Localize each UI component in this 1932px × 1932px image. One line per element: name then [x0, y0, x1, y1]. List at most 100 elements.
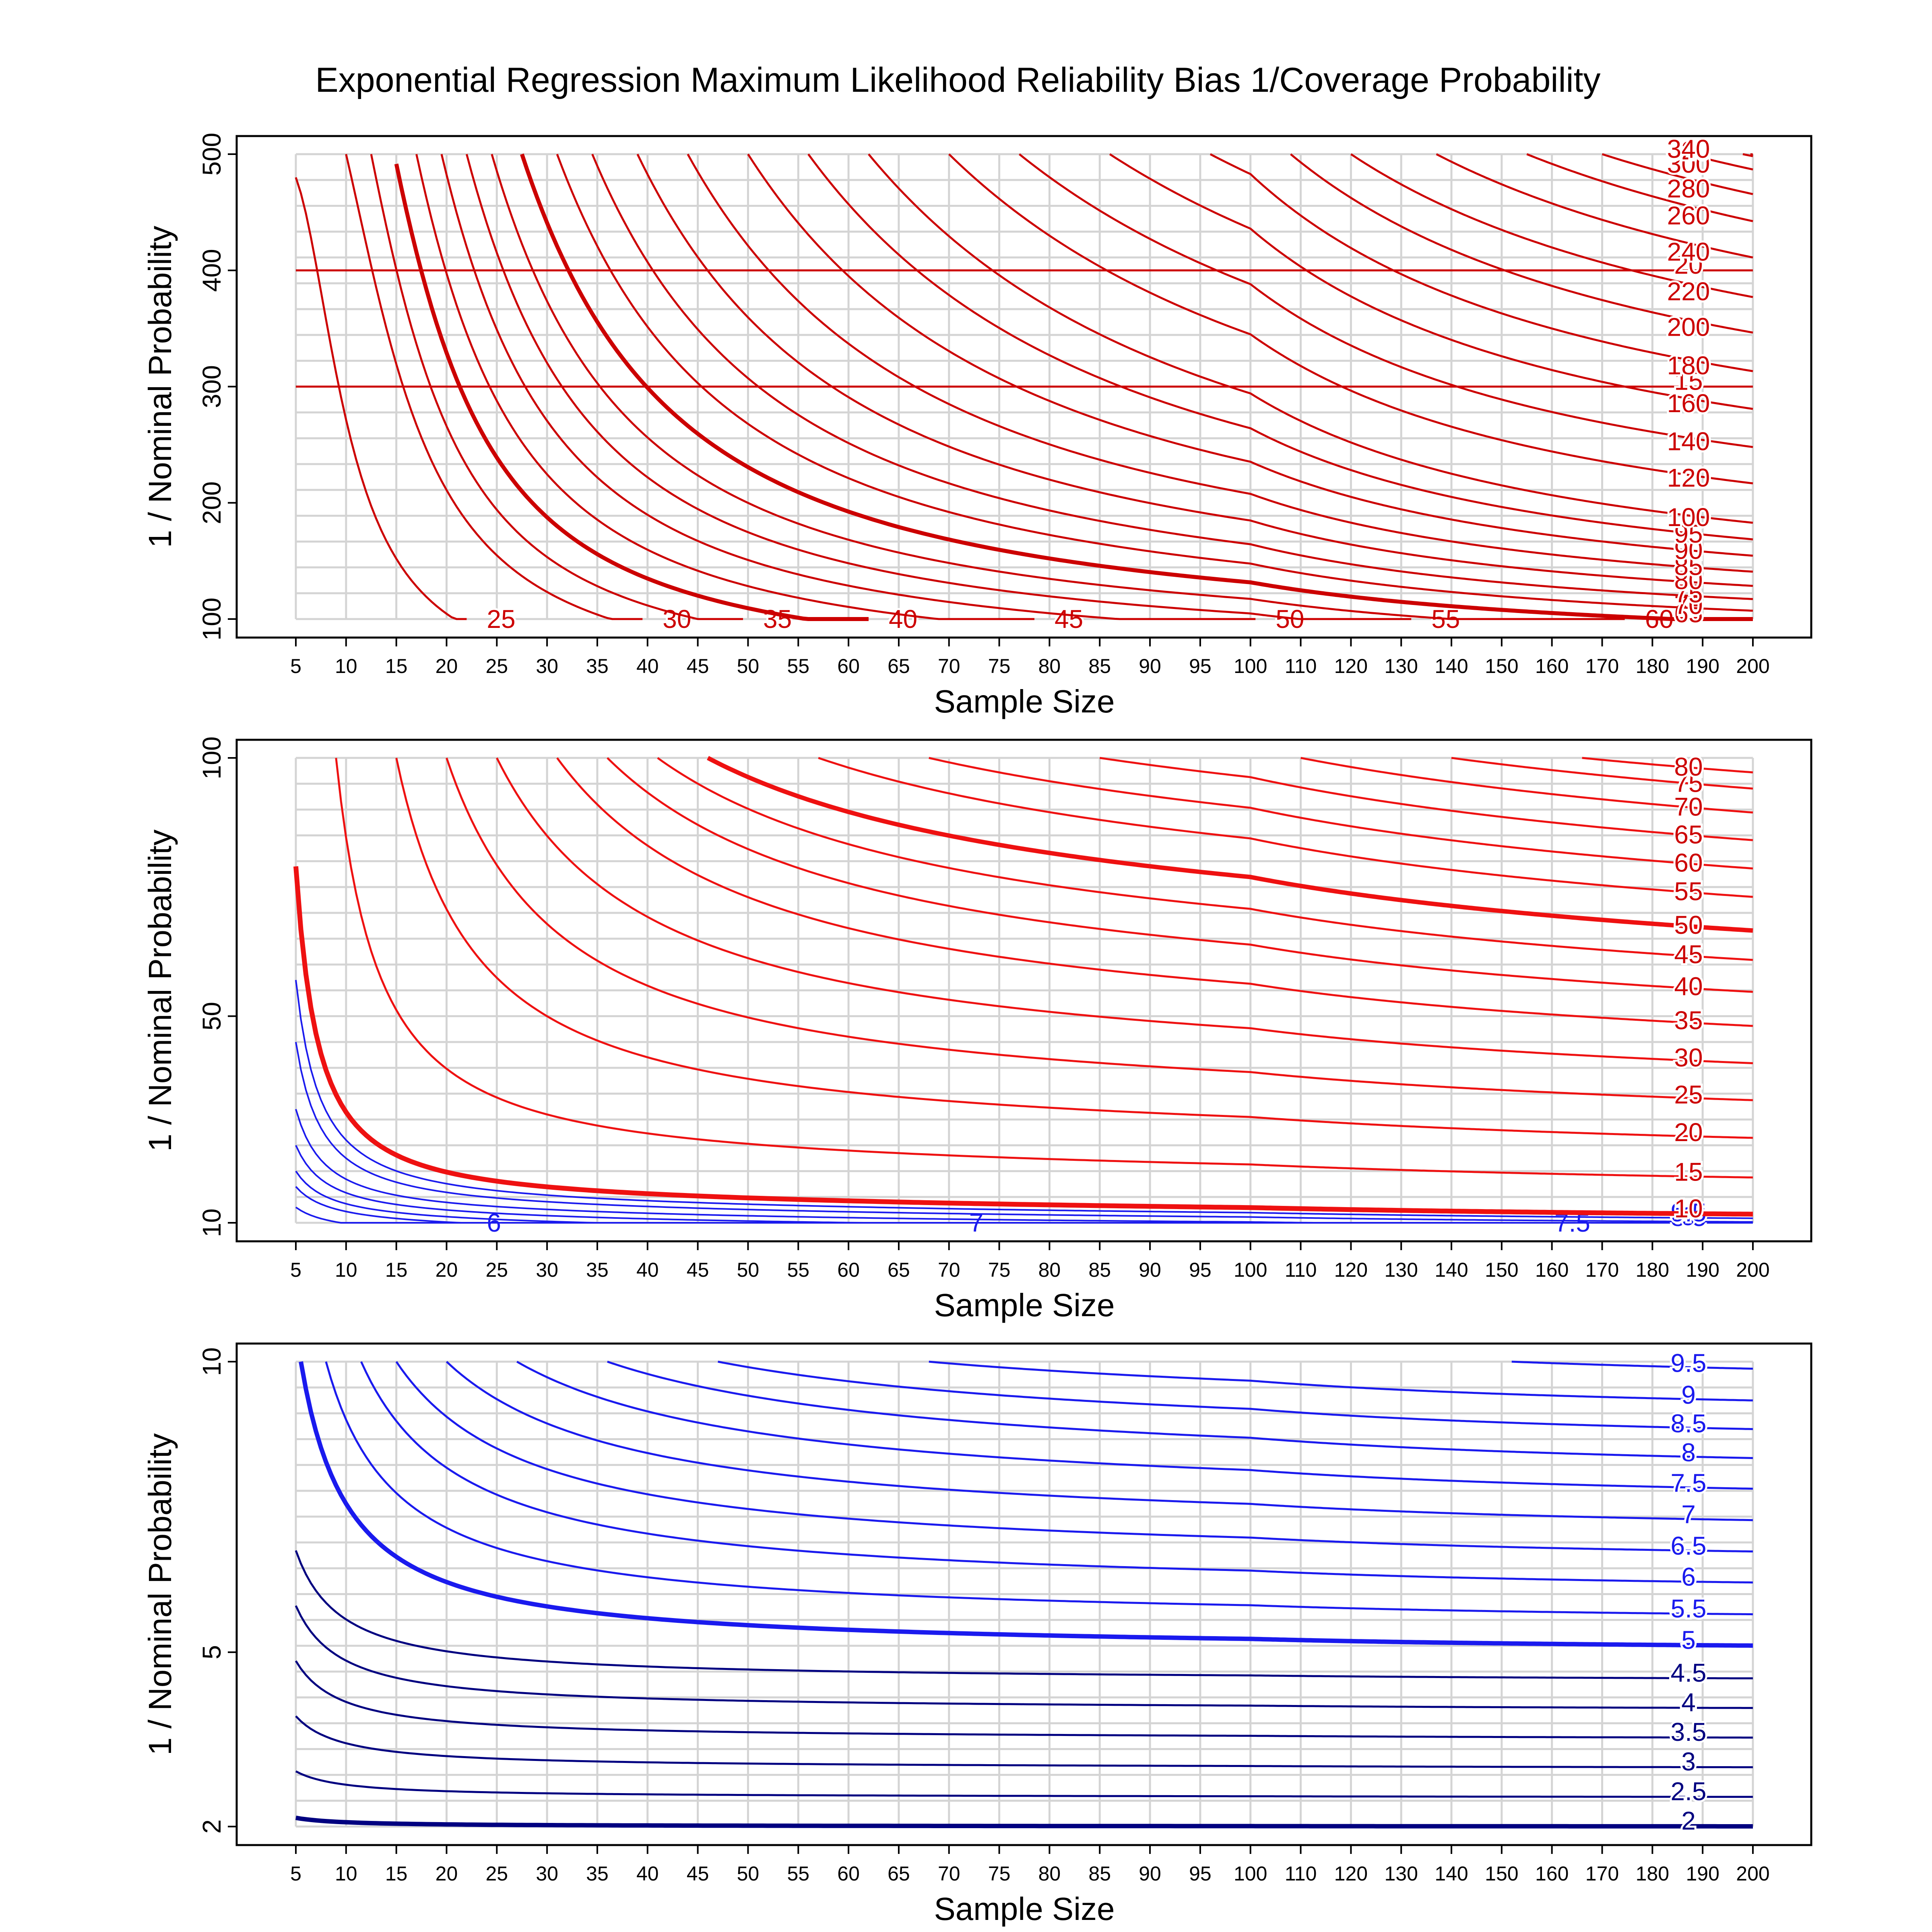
contour-label: 40 — [1674, 972, 1703, 1001]
contour-line-340 — [1750, 153, 1753, 156]
contour-label: 120 — [1667, 463, 1710, 492]
x-tick-label: 85 — [1088, 1862, 1111, 1885]
contour-label: 3 — [1681, 1747, 1696, 1776]
contour-label: 9 — [1681, 1202, 1696, 1231]
x-tick-label: 80 — [1038, 655, 1061, 677]
contour-label: 280 — [1667, 174, 1710, 203]
contour-label: 65 — [1674, 820, 1703, 849]
contour-label: 25 — [487, 605, 515, 634]
contour-line-65 — [520, 153, 1753, 621]
x-tick-label: 45 — [687, 1862, 709, 1885]
contour-line-50 — [707, 756, 1753, 933]
x-tick-label: 15 — [385, 1862, 408, 1885]
x-tick-label: 190 — [1686, 655, 1719, 677]
contour-line-6 — [295, 1206, 467, 1224]
contour-line-200 — [1290, 153, 1753, 334]
contour-label: 8.5 — [1671, 1409, 1707, 1438]
contour-line-70 — [556, 154, 1753, 612]
x-tick-label: 90 — [1139, 1862, 1161, 1885]
contour-label: 5 — [1681, 1625, 1696, 1654]
contour-label: 160 — [1667, 389, 1710, 418]
contour-line-9 — [295, 1042, 1753, 1223]
x-tick-label: 10 — [335, 1862, 357, 1885]
y-tick-label: 5 — [197, 1645, 226, 1660]
contour-label: 15 — [1674, 1157, 1703, 1186]
x-tick-label: 120 — [1334, 1259, 1368, 1281]
panel-2: 6 7 7.5 88.599.5101520253035404550556065707… — [142, 737, 1812, 1323]
contour-label: 40 — [889, 605, 917, 634]
x-tick-label: 100 — [1234, 1862, 1267, 1885]
contour-label: 4.5 — [1671, 1658, 1707, 1687]
x-tick-label: 160 — [1535, 1259, 1569, 1281]
contour-label: 340 — [1667, 134, 1710, 163]
panel-2-x-axis-title: Sample Size — [934, 1287, 1115, 1323]
contour-label: 2 — [1681, 1806, 1696, 1835]
contour-line-6-5 — [395, 1361, 1753, 1552]
y-tick-label: 500 — [197, 133, 226, 176]
contour-label: 15 — [1674, 367, 1703, 396]
x-tick-label: 180 — [1636, 1259, 1669, 1281]
panel-3: 22.533.544.555.566.577.588.599.5 5 10 15 20… — [142, 1342, 1812, 1927]
x-tick-label: 120 — [1334, 655, 1368, 677]
x-tick-label: 95 — [1189, 1862, 1212, 1885]
contour-label: 2.5 — [1671, 1777, 1707, 1806]
x-tick-label: 80 — [1038, 1259, 1061, 1281]
x-tick-label: 30 — [536, 1259, 558, 1281]
x-tick-label: 60 — [837, 1259, 860, 1281]
contour-label: 3.5 — [1671, 1717, 1707, 1746]
x-tick-label: 95 — [1189, 655, 1212, 677]
contour-label: 55 — [1674, 877, 1703, 906]
x-tick-label: 190 — [1686, 1259, 1719, 1281]
panel-2-y-axis-title: 1 / Nominal Probability — [142, 830, 178, 1152]
contour-label: 80 — [1674, 752, 1703, 781]
contour-line-60 — [491, 154, 1625, 620]
x-tick-label: 85 — [1088, 655, 1111, 677]
figure-title: Exponential Regression Maximum Likelihoo… — [315, 61, 1600, 99]
contour-line-8-5 — [718, 1360, 1753, 1430]
contour-line-45 — [415, 154, 1034, 620]
x-tick-label: 10 — [335, 1259, 357, 1281]
contour-label: 75 — [1674, 768, 1703, 797]
x-tick-label: 50 — [737, 1259, 760, 1281]
y-tick-label: 400 — [197, 249, 226, 292]
x-tick-label: 10 — [335, 655, 357, 677]
x-tick-label: 5 — [290, 655, 301, 677]
x-tick-label: 40 — [636, 655, 659, 677]
contour-line-40 — [607, 757, 1753, 993]
x-tick-label: 75 — [988, 655, 1011, 677]
x-tick-label: 65 — [888, 655, 910, 677]
y-tick-label: 100 — [197, 737, 226, 780]
x-tick-label: 150 — [1485, 655, 1518, 677]
contour-line-6 — [360, 1361, 1753, 1584]
x-tick-label: 25 — [485, 1862, 508, 1885]
panel-2-x-ticks: 5 10 15 20 25 30 35 40 45 50 55 60 65 70 75 80 85 90 95 100… — [290, 1241, 1770, 1281]
contour-line-35 — [556, 757, 1753, 1027]
contour-line-25 — [446, 758, 1753, 1101]
contour-line-7 — [446, 1361, 1753, 1521]
x-tick-label: 100 — [1234, 1259, 1267, 1281]
contour-label: 5.5 — [1671, 1594, 1707, 1623]
x-tick-label: 90 — [1139, 1259, 1161, 1281]
panel-1-x-ticks: 5 10 15 20 25 30 35 40 45 50 55 60 65 70 75 80 85 90 95 100… — [290, 638, 1770, 677]
contour-label: 45 — [1055, 605, 1083, 634]
contour-line-55 — [818, 757, 1753, 898]
x-tick-label: 45 — [687, 1259, 709, 1281]
x-tick-label: 130 — [1384, 1259, 1418, 1281]
panel-2-grid — [295, 757, 1754, 1224]
x-tick-label: 45 — [687, 655, 709, 677]
x-tick-label: 200 — [1736, 655, 1769, 677]
contour-label: 300 — [1667, 149, 1710, 178]
x-tick-label: 20 — [436, 1862, 458, 1885]
x-tick-label: 160 — [1535, 1862, 1569, 1885]
x-tick-label: 15 — [385, 1259, 408, 1281]
x-tick-label: 40 — [636, 1259, 659, 1281]
contour-line-55 — [465, 154, 1412, 620]
x-tick-label: 40 — [636, 1862, 659, 1885]
x-tick-label: 170 — [1585, 1259, 1619, 1281]
x-tick-label: 140 — [1435, 1259, 1468, 1281]
x-tick-label: 140 — [1435, 1862, 1468, 1885]
x-tick-label: 30 — [536, 655, 558, 677]
contour-label: 140 — [1667, 427, 1710, 456]
